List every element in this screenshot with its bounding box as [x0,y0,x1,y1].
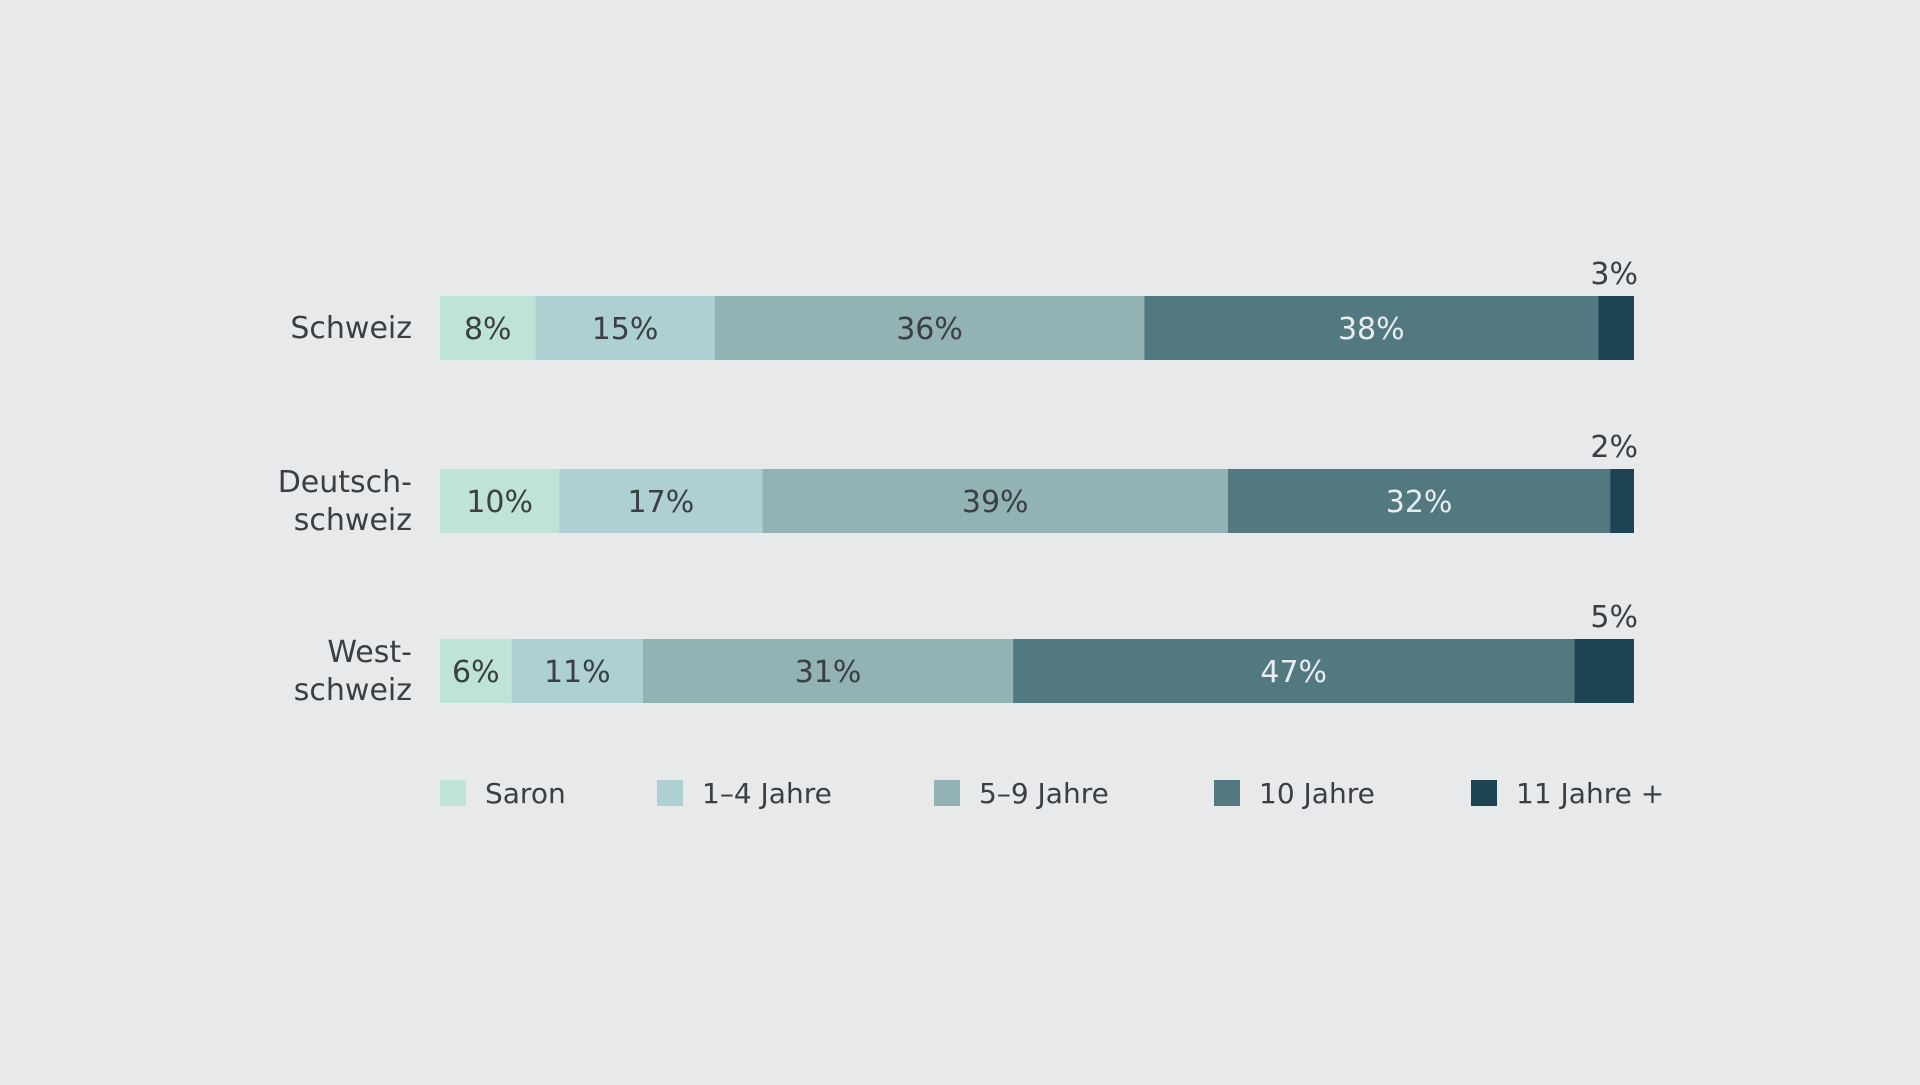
legend-swatch [657,780,683,806]
bar-segment [1144,296,1599,360]
legend-swatch [1214,780,1240,806]
bar-segment [440,296,536,360]
legend-label: Saron [485,777,566,810]
bar-segment [642,639,1014,703]
data-label: 10% [466,485,533,520]
data-label: 32% [1386,485,1453,520]
bar-segment [559,469,763,533]
category-label-line: Schweiz [290,311,412,346]
data-label: 11% [544,655,611,690]
data-label: 36% [896,312,963,347]
bar-segment [511,639,643,703]
data-label: 17% [628,485,695,520]
bar-segment [714,296,1145,360]
bar-segment [1598,296,1634,360]
category-label: Schweiz [290,311,412,346]
category-label-line: Deutsch- [278,465,412,500]
bar-segment [1610,469,1634,533]
data-label: 15% [592,312,659,347]
data-label: 2% [1590,430,1638,465]
data-label: 38% [1338,312,1405,347]
data-label: 47% [1260,655,1327,690]
category-label: West-schweiz [294,635,412,708]
legend-swatch [1471,780,1497,806]
legend-label: 5–9 Jahre [979,777,1109,810]
category-label-line: West- [327,635,412,670]
category-label-line: schweiz [294,673,412,708]
data-label: 5% [1590,600,1638,635]
legend-label: 1–4 Jahre [702,777,832,810]
bar-segment [1013,639,1575,703]
data-label: 8% [464,312,512,347]
category-label-line: schweiz [294,503,412,538]
bar-segment [762,469,1229,533]
data-label: 31% [795,655,862,690]
bar-segment [440,469,560,533]
bar-segment [535,296,715,360]
legend-swatch [440,780,466,806]
data-label: 6% [452,655,500,690]
legend-swatch [934,780,960,806]
legend-label: 11 Jahre + [1516,777,1664,810]
data-label: 3% [1590,257,1638,292]
data-label: 39% [962,485,1029,520]
bar-segment [1228,469,1611,533]
legend-label: 10 Jahre [1259,777,1375,810]
category-label: Deutsch-schweiz [278,465,412,538]
bar-segment [440,639,512,703]
bar-segment [1574,639,1634,703]
